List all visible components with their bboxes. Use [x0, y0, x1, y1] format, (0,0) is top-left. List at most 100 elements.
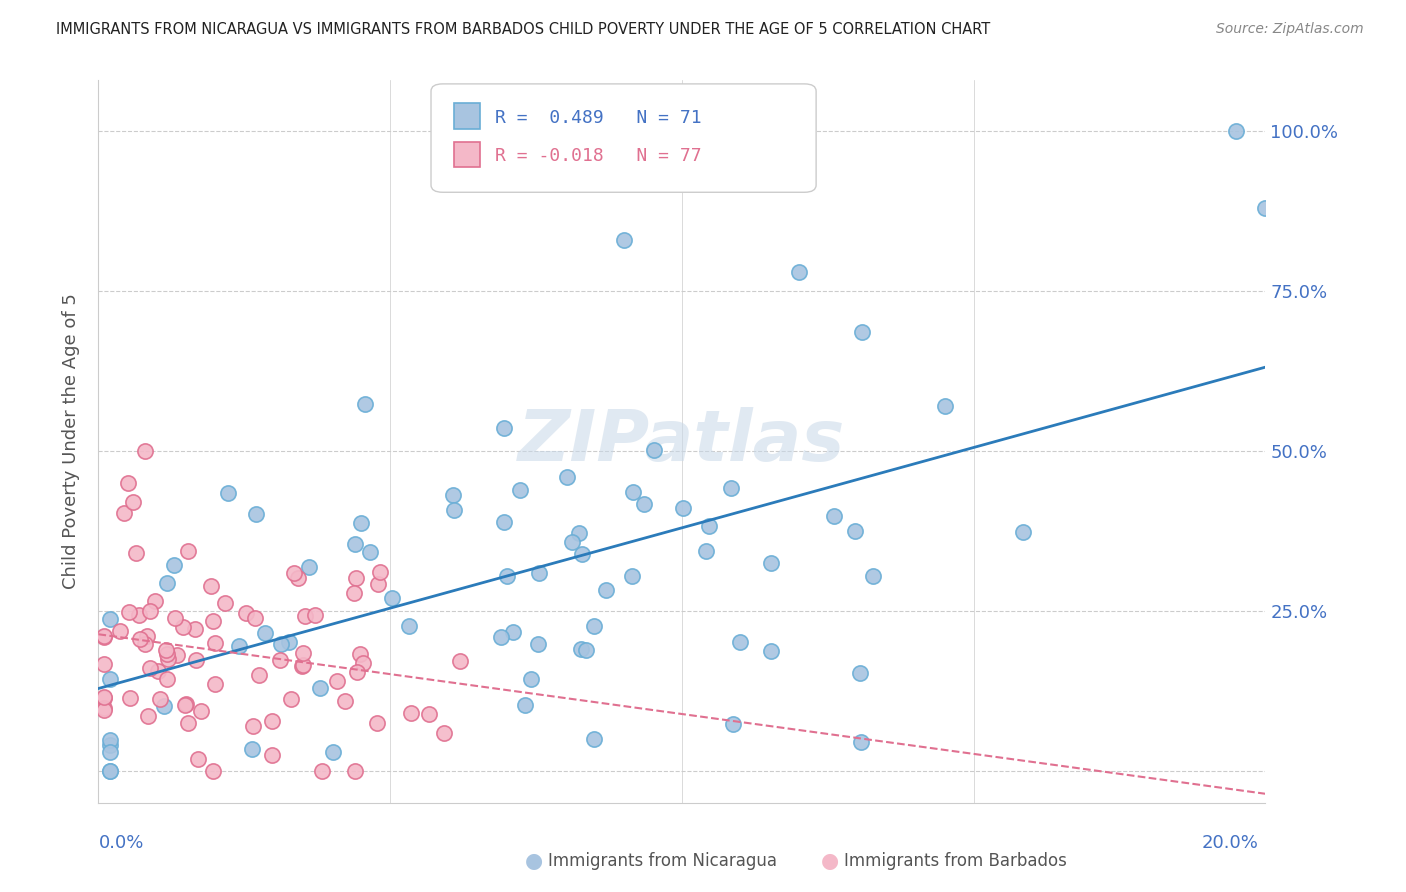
Point — [848, 666, 870, 681]
Point — [287, 571, 309, 585]
Point — [443, 502, 465, 516]
Point — [583, 619, 606, 633]
Point — [344, 571, 367, 585]
Point — [621, 569, 644, 583]
Point — [149, 692, 172, 706]
Y-axis label: Child Poverty Under the Age of 5: Child Poverty Under the Age of 5 — [62, 293, 80, 590]
Point — [93, 690, 115, 705]
Point — [352, 657, 374, 671]
Point — [145, 594, 167, 608]
Point — [155, 575, 177, 590]
Point — [515, 698, 537, 712]
Point — [98, 764, 121, 778]
Point — [643, 443, 665, 458]
Point — [529, 566, 551, 580]
Point — [571, 547, 593, 561]
Point — [759, 556, 782, 570]
Point — [93, 629, 115, 643]
Point — [298, 560, 321, 574]
Point — [359, 545, 381, 559]
Point — [595, 582, 617, 597]
Point — [262, 714, 284, 728]
Point — [93, 630, 115, 644]
Point — [254, 625, 277, 640]
Point — [155, 642, 177, 657]
Point — [190, 704, 212, 718]
Point — [787, 265, 810, 279]
Point — [311, 764, 333, 778]
Bar — [454, 103, 479, 128]
Point — [1225, 124, 1247, 138]
Text: Source: ZipAtlas.com: Source: ZipAtlas.com — [1216, 22, 1364, 37]
Point — [292, 658, 315, 673]
Point — [172, 620, 194, 634]
Point — [633, 497, 655, 511]
Point — [344, 537, 367, 551]
Point — [98, 738, 121, 752]
Point — [304, 608, 326, 623]
Point — [228, 640, 250, 654]
Point — [398, 619, 420, 633]
Point — [862, 569, 884, 583]
Point — [349, 648, 371, 662]
Point — [291, 659, 314, 673]
Point — [134, 444, 156, 458]
Point — [114, 506, 136, 520]
Text: 0.0%: 0.0% — [98, 834, 143, 852]
Text: ZIPatlas: ZIPatlas — [519, 407, 845, 476]
Point — [166, 648, 188, 662]
Point — [308, 681, 330, 696]
Point — [134, 637, 156, 651]
Point — [492, 515, 515, 529]
Point — [174, 698, 197, 712]
Point — [280, 692, 302, 706]
Point — [354, 397, 377, 411]
Point — [568, 525, 591, 540]
Point — [186, 653, 208, 667]
Point — [108, 624, 131, 639]
Point — [844, 524, 866, 538]
Point — [367, 577, 389, 591]
Point — [260, 747, 283, 762]
Point — [761, 644, 783, 658]
Point — [98, 732, 121, 747]
Point — [555, 470, 578, 484]
Text: Immigrants from Barbados: Immigrants from Barbados — [844, 852, 1067, 870]
Point — [270, 637, 292, 651]
Point — [187, 752, 209, 766]
Point — [240, 742, 263, 756]
Point — [136, 629, 159, 643]
Point — [163, 611, 186, 625]
Point — [176, 716, 198, 731]
Point — [366, 716, 388, 731]
Point — [621, 485, 644, 500]
Point — [582, 731, 605, 746]
Point — [129, 632, 152, 647]
Point — [399, 706, 422, 721]
Point — [489, 631, 512, 645]
Point — [612, 233, 634, 247]
Point — [200, 579, 222, 593]
Point — [235, 606, 257, 620]
Point — [1012, 524, 1035, 539]
Point — [561, 535, 583, 549]
Point — [368, 565, 391, 579]
Point — [343, 764, 366, 778]
Point — [695, 544, 717, 558]
Point — [98, 612, 121, 626]
Point — [441, 488, 464, 502]
Point — [1254, 201, 1277, 215]
Point — [177, 543, 200, 558]
Point — [214, 596, 236, 610]
Point — [449, 654, 471, 668]
Text: R = -0.018   N = 77: R = -0.018 N = 77 — [495, 147, 702, 166]
Point — [156, 648, 179, 662]
Point — [335, 694, 357, 708]
Point — [283, 566, 305, 580]
Point — [291, 647, 314, 661]
Text: IMMIGRANTS FROM NICARAGUA VS IMMIGRANTS FROM BARBADOS CHILD POVERTY UNDER THE AG: IMMIGRANTS FROM NICARAGUA VS IMMIGRANTS … — [56, 22, 990, 37]
Text: 20.0%: 20.0% — [1202, 834, 1258, 852]
Point — [527, 637, 550, 651]
Point — [93, 657, 115, 671]
Point — [184, 622, 207, 636]
